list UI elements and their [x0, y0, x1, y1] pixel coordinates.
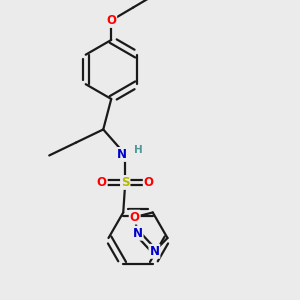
Text: O: O	[130, 211, 140, 224]
Text: O: O	[97, 176, 107, 189]
Text: N: N	[149, 245, 159, 258]
Text: N: N	[133, 227, 142, 240]
Text: H: H	[134, 146, 142, 155]
Text: S: S	[121, 176, 130, 189]
Text: O: O	[144, 176, 154, 189]
Text: N: N	[117, 148, 127, 161]
Text: O: O	[106, 14, 116, 27]
